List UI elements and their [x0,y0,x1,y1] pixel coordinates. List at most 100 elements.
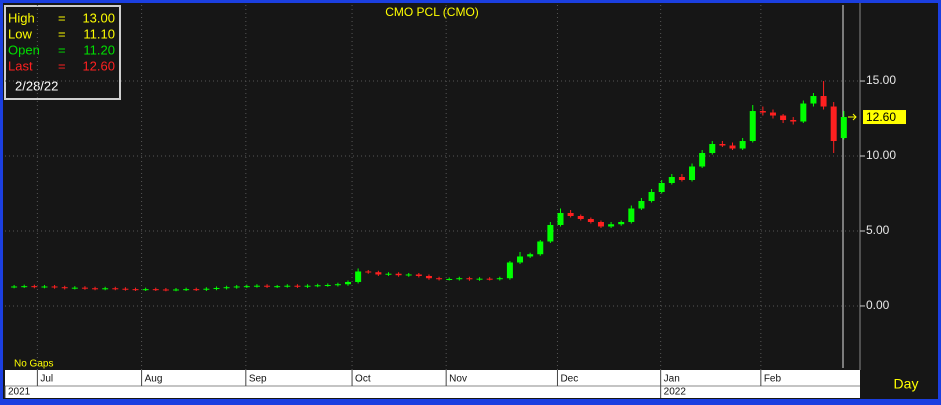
candle-body [658,183,665,192]
candle-body [162,289,169,291]
candle-body [375,272,382,275]
y-tick-label: 10.00 [866,148,896,162]
candle-body [638,200,645,209]
candle-body [243,286,250,288]
year-label: 2021 [8,387,31,398]
candle-body [193,289,200,291]
candle-body [587,218,594,222]
candle-body [223,287,230,289]
candle-body [274,286,281,288]
candle-body [709,144,716,154]
candle-body [51,286,58,288]
candle-body [618,221,625,225]
x-tick-label: Nov [449,374,467,385]
candle-body [365,271,372,273]
candle-body [334,284,341,286]
candle-body [41,286,48,288]
candle-body [840,117,847,139]
candle-body [324,284,331,286]
info-eq: = [58,42,66,57]
info-name: Low [8,26,32,41]
info-value: 11.20 [83,42,115,57]
candle-body [355,271,362,282]
candle-body [294,285,301,287]
candle-body [527,254,534,257]
candle-body [71,287,78,289]
candle-body [21,286,28,288]
candle-body [314,285,321,287]
candle-body [567,212,574,216]
info-box: High = 13.00 Low = 11.10 Open = 11.20 Last = 12.60 2… [4,5,121,100]
year-label: 2022 [664,387,687,398]
period-label: Day [894,376,919,392]
candle-body [112,288,119,290]
info-eq: = [58,10,66,25]
candle-body [476,278,483,280]
candle-body [152,289,159,291]
candle-body [719,144,726,146]
info-name: High [8,10,35,25]
x-tick-label: Sep [249,374,267,385]
candle-body [203,288,210,290]
info-date: 2/28/22 [15,78,58,93]
candle-body [385,273,392,275]
candle-body [122,288,129,290]
candle-body [395,273,402,276]
candle-body [253,285,260,287]
candle-body [486,278,493,280]
candle-body [790,120,797,122]
candle-body [173,289,179,291]
candle-body [456,278,463,280]
candle-body [699,153,706,167]
candle-body [415,274,422,276]
candle-body [547,224,554,242]
info-value: 11.10 [83,26,115,41]
candle-body [597,221,604,227]
candle-body [31,286,38,288]
candle-body [820,96,827,107]
candle-body [496,278,503,280]
x-tick-label: Feb [764,374,782,385]
y-tick-label: 0.00 [866,298,890,312]
x-tick-label: Jan [664,374,680,385]
candle-body [628,208,635,222]
info-value: 13.00 [82,10,115,25]
y-tick-label: 15.00 [866,73,896,87]
candle-body [517,256,524,263]
x-tick-label: Aug [145,374,163,385]
info-eq: = [58,58,66,73]
candle-body [506,262,513,279]
x-tick-label: Jul [40,374,53,385]
candle-body [830,106,837,142]
candle-body [436,278,443,280]
candle-body [537,241,544,255]
candle-body [729,145,736,149]
candle-body [800,103,807,122]
x-tick-label: Oct [355,374,371,385]
candle-body [739,141,746,149]
candle-body [81,287,88,289]
candle-body [345,281,352,285]
candle-body [689,166,696,181]
candle-body [142,289,149,291]
price-tag-label: 12.60 [866,110,896,124]
candle-body [446,278,453,280]
x-tick-label: Dec [560,374,578,385]
candle-body [425,275,432,279]
y-tick-label: 5.00 [866,223,890,237]
candle-body [648,191,655,201]
candle-body [810,96,817,104]
month-axis [5,370,860,386]
candle-body [466,278,473,280]
candle-body [213,287,220,289]
candle-body [668,177,675,184]
candle-body [557,212,564,225]
year-axis [5,386,860,398]
info-value: 12.60 [82,58,115,73]
candle-body [577,215,584,219]
candle-body [132,289,139,291]
chart-title: CMO PCL (CMO) [385,5,479,19]
candle-body [92,288,99,290]
candle-body [304,285,311,287]
